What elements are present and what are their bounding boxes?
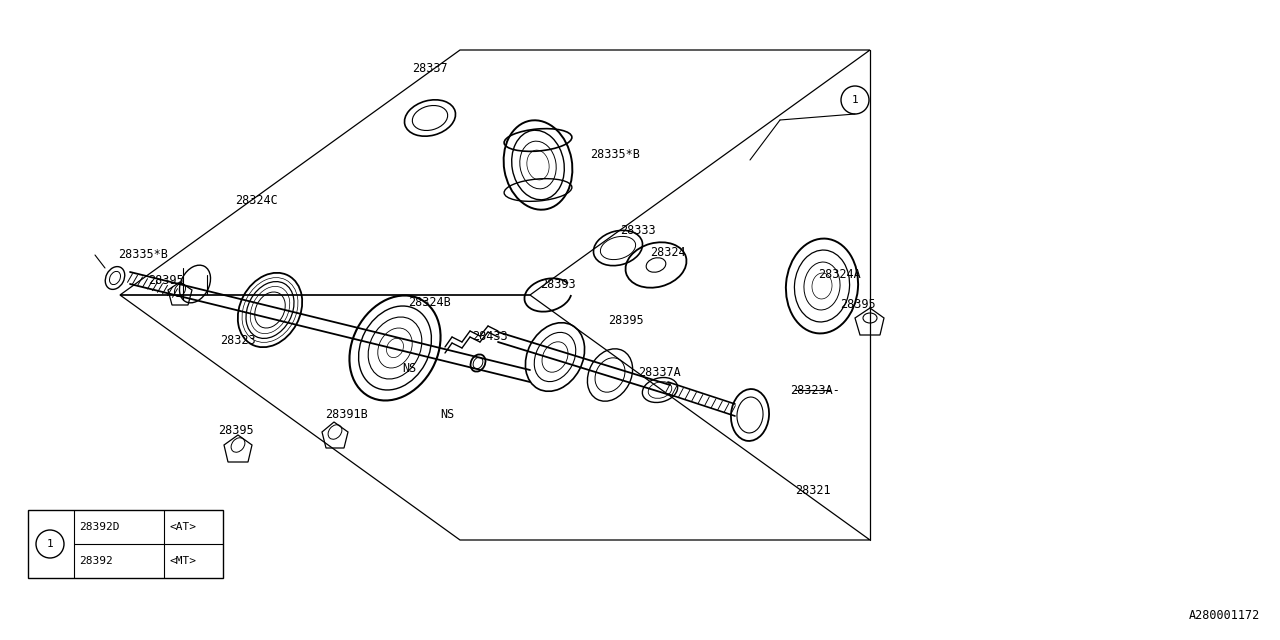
Text: 28395: 28395 bbox=[148, 273, 183, 287]
Text: <AT>: <AT> bbox=[169, 522, 196, 532]
Text: 28395: 28395 bbox=[608, 314, 644, 326]
Text: 28335*B: 28335*B bbox=[118, 248, 168, 262]
Text: 28323A-: 28323A- bbox=[790, 383, 840, 397]
Text: 28337: 28337 bbox=[412, 61, 448, 74]
Text: 28392: 28392 bbox=[79, 556, 113, 566]
Text: 28323: 28323 bbox=[220, 333, 256, 346]
Text: A280001172: A280001172 bbox=[1189, 609, 1260, 622]
Text: 28392D: 28392D bbox=[79, 522, 119, 532]
Text: 28324B: 28324B bbox=[408, 296, 451, 308]
Text: 28393: 28393 bbox=[540, 278, 576, 291]
Text: 1: 1 bbox=[46, 539, 54, 549]
Text: 28395: 28395 bbox=[218, 424, 253, 436]
Text: 28395: 28395 bbox=[840, 298, 876, 312]
Text: 1: 1 bbox=[851, 95, 859, 105]
Text: <MT>: <MT> bbox=[169, 556, 196, 566]
Text: 28335*B: 28335*B bbox=[590, 148, 640, 161]
Text: NS: NS bbox=[402, 362, 416, 374]
Text: 28321: 28321 bbox=[795, 483, 831, 497]
Text: 28433: 28433 bbox=[472, 330, 508, 344]
Text: 28333: 28333 bbox=[620, 223, 655, 237]
Text: 28324A: 28324A bbox=[818, 269, 860, 282]
Text: 28337A: 28337A bbox=[637, 367, 681, 380]
Text: 28324C: 28324C bbox=[236, 193, 278, 207]
Text: NS: NS bbox=[440, 408, 454, 422]
Text: 28324: 28324 bbox=[650, 246, 686, 259]
Text: 28391B: 28391B bbox=[325, 408, 367, 422]
